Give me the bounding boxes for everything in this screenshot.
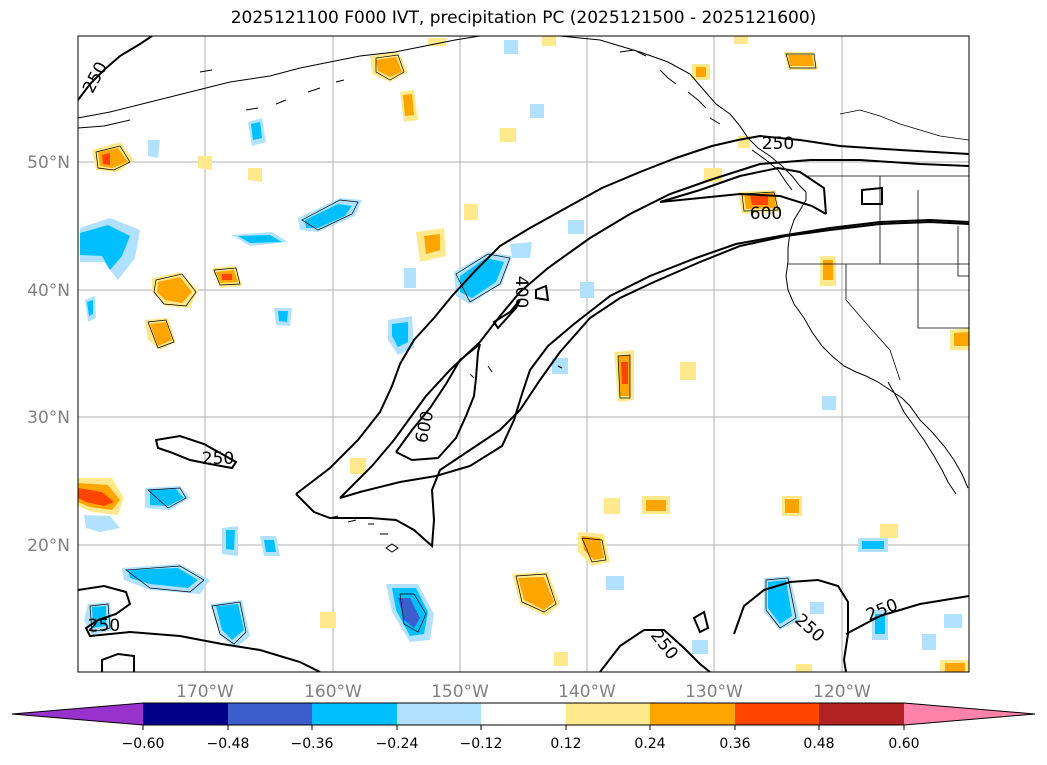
colorbar-tick-6: 0.12 <box>550 736 581 752</box>
precip-contour-outlines <box>89 53 817 645</box>
colorbar-tick-1: −0.60 <box>122 736 165 752</box>
longitude-labels: 170°W 160°W 150°W 140°W 130°W 120°W <box>176 682 871 702</box>
colorbar-segment-4 <box>397 703 481 725</box>
gridlines <box>78 36 969 672</box>
colorbar-segment-8 <box>735 703 819 725</box>
colorbar-tick-3: −0.36 <box>291 736 334 752</box>
contour-label-250-east: 250 <box>863 595 901 626</box>
colorbar-tick-5: −0.12 <box>460 736 503 752</box>
colorbar-tick-2: −0.48 <box>207 736 250 752</box>
map-frame <box>77 35 970 673</box>
colorbar-tick-7: 0.24 <box>634 736 665 752</box>
latitude-labels: 50°N 40°N 30°N 20°N <box>27 153 70 556</box>
political-borders <box>788 109 969 381</box>
contour-label-600-north: 600 <box>750 204 782 224</box>
colorbar-segment-2 <box>228 703 312 725</box>
map-title: 2025121100 F000 IVT, precipitation PC (2… <box>230 8 817 28</box>
contour-label-250-south: 250 <box>646 626 682 664</box>
colorbar-segment-7 <box>650 703 735 725</box>
colorbar-segment-1 <box>143 703 228 725</box>
lat-label-30n: 30°N <box>27 408 70 428</box>
contour-label-250-southwest: 250 <box>88 616 120 636</box>
precipitation-anomaly-fill <box>78 36 969 672</box>
contour-labels: 250 250 600 400 600 250 250 250 250 250 <box>79 59 901 664</box>
lon-label-120w: 120°W <box>813 682 871 702</box>
lat-label-20n: 20°N <box>27 536 70 556</box>
lon-label-160w: 160°W <box>304 682 362 702</box>
contour-label-600-center: 600 <box>412 409 438 445</box>
lon-label-150w: 150°W <box>431 682 489 702</box>
lon-label-170w: 170°W <box>176 682 234 702</box>
colorbar-tick-8: 0.36 <box>719 736 750 752</box>
contour-label-400-center: 400 <box>511 276 531 308</box>
colorbar-segment-6 <box>566 703 650 725</box>
lon-label-140w: 140°W <box>558 682 616 702</box>
colorbar-arrow-right <box>904 703 1035 725</box>
colorbar: −0.60 −0.48 −0.36 −0.24 −0.12 0.12 0.24 … <box>11 702 1036 752</box>
colorbar-tick-9: 0.48 <box>803 736 834 752</box>
colorbar-segment-3 <box>312 703 397 725</box>
contour-label-250-north: 250 <box>762 134 794 154</box>
colorbar-segment-5 <box>481 703 566 725</box>
colorbar-tick-4: −0.24 <box>376 736 419 752</box>
lat-label-50n: 50°N <box>27 153 70 173</box>
lat-label-40n: 40°N <box>27 281 70 301</box>
colorbar-arrow-left <box>12 703 143 725</box>
contour-label-250-northwest: 250 <box>79 59 112 97</box>
contour-label-250-west: 250 <box>202 449 234 469</box>
colorbar-tick-10: 0.60 <box>888 736 919 752</box>
lon-label-130w: 130°W <box>685 682 743 702</box>
colorbar-segment-9 <box>819 703 904 725</box>
ivt-contours <box>78 36 969 672</box>
